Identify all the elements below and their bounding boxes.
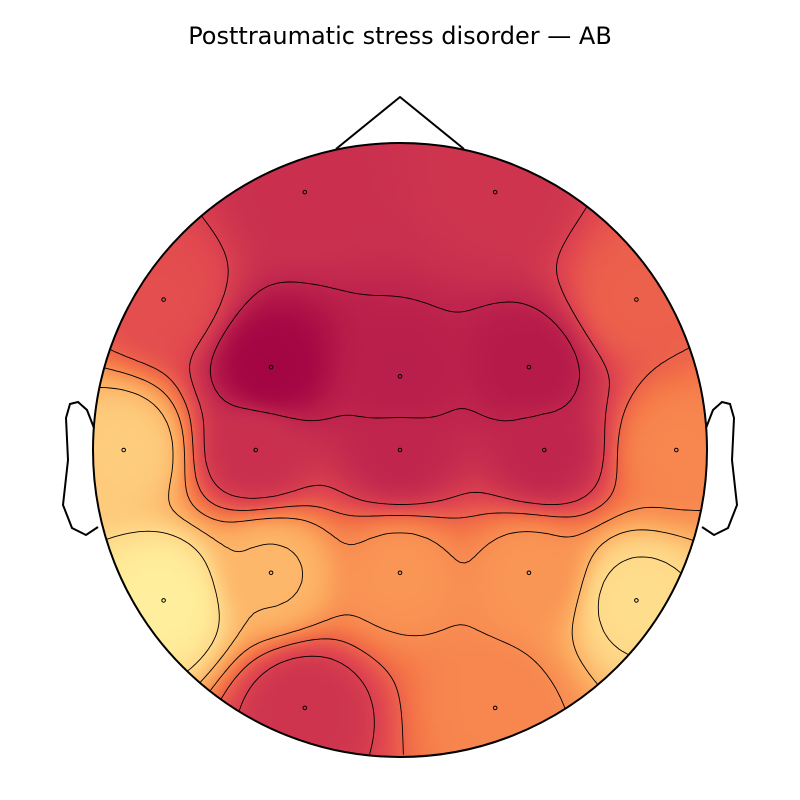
left-ear-outline [61, 400, 99, 537]
sensor-marker-4 [268, 364, 274, 370]
heat-field-image [93, 143, 707, 757]
sensor-marker-5 [397, 374, 403, 379]
head-outline [61, 95, 739, 758]
sensor-marker-6 [526, 364, 532, 370]
sensor-marker-12 [674, 447, 679, 453]
sensor-marker-13 [268, 570, 274, 576]
nose-outline [335, 95, 465, 150]
interpolated-field [93, 143, 707, 757]
sensor-marker-2 [492, 189, 498, 195]
right-ear-outline [701, 400, 739, 537]
sensor-markers [121, 189, 679, 711]
sensor-marker-3 [161, 297, 166, 302]
sensor-marker-11 [541, 447, 547, 453]
sensor-marker-14 [397, 570, 403, 576]
sensor-marker-9 [253, 447, 259, 453]
sensor-marker-16 [161, 598, 166, 603]
sensor-marker-17 [634, 598, 639, 603]
contour-line-1 [209, 281, 581, 422]
sensor-marker-10 [397, 447, 403, 453]
sensor-marker-19 [492, 705, 498, 711]
sensor-marker-8 [121, 447, 126, 453]
sensor-marker-1 [302, 189, 308, 195]
sensor-marker-15 [526, 570, 532, 576]
sensor-marker-18 [302, 705, 308, 711]
chart-title: Posttraumatic stress disorder — AB [188, 22, 612, 50]
head-circle [92, 142, 708, 758]
sensor-marker-7 [634, 297, 639, 302]
